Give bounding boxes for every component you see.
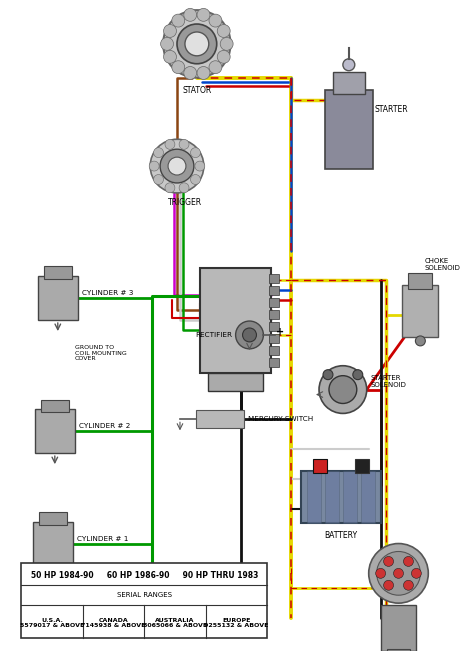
Circle shape (154, 174, 164, 185)
Text: GROUND TO
COIL MOUNTING
COVER: GROUND TO COIL MOUNTING COVER (75, 345, 127, 362)
Circle shape (179, 139, 189, 150)
Bar (325, 89, 373, 169)
Bar (269, 286, 279, 295)
Circle shape (184, 8, 197, 22)
Circle shape (164, 25, 176, 37)
Circle shape (185, 32, 209, 56)
Circle shape (197, 8, 210, 22)
Circle shape (403, 556, 413, 566)
Circle shape (353, 370, 363, 379)
Bar (355, 459, 369, 473)
Bar (200, 268, 271, 373)
Circle shape (177, 24, 217, 64)
Circle shape (149, 161, 159, 171)
Circle shape (164, 50, 176, 63)
Text: STARTER
SOLENOID: STARTER SOLENOID (371, 375, 407, 388)
Circle shape (163, 10, 231, 78)
Circle shape (243, 328, 256, 342)
Circle shape (179, 183, 189, 193)
Circle shape (217, 25, 230, 37)
Bar (21, 564, 267, 638)
Circle shape (411, 568, 421, 579)
Text: SERIAL RANGES: SERIAL RANGES (117, 592, 172, 598)
Bar (313, 459, 327, 473)
Bar (39, 512, 67, 524)
Bar (38, 276, 78, 320)
Text: MERCURY SWITCH: MERCURY SWITCH (247, 417, 313, 422)
Circle shape (161, 37, 173, 50)
Bar (402, 285, 438, 337)
Circle shape (191, 174, 201, 185)
Text: CANADA
7145938 & ABOVE: CANADA 7145938 & ABOVE (81, 618, 146, 628)
Bar (343, 471, 357, 522)
Text: RECTIFIER: RECTIFIER (195, 332, 232, 338)
Text: +: + (276, 327, 284, 337)
Text: TRIGGER: TRIGGER (168, 198, 202, 207)
Circle shape (217, 50, 230, 63)
Circle shape (150, 139, 204, 193)
Circle shape (172, 61, 185, 74)
Text: STATOR: STATOR (182, 86, 211, 95)
Circle shape (319, 366, 367, 413)
Circle shape (165, 183, 175, 193)
Circle shape (323, 370, 333, 379)
Circle shape (209, 61, 222, 74)
Bar (325, 471, 339, 522)
Circle shape (383, 556, 393, 566)
Circle shape (195, 161, 205, 171)
Bar (269, 334, 279, 343)
Text: CHOKE
SOLENOID: CHOKE SOLENOID (424, 259, 460, 272)
Circle shape (191, 148, 201, 157)
Bar (33, 522, 73, 565)
Bar (208, 373, 264, 390)
Text: CYLINDER # 1: CYLINDER # 1 (77, 535, 128, 541)
Bar (269, 274, 279, 283)
Bar (196, 411, 244, 428)
Circle shape (220, 37, 233, 50)
Text: U.S.A.
5579017 & ABOVE: U.S.A. 5579017 & ABOVE (20, 618, 84, 628)
Bar (361, 471, 374, 522)
Circle shape (184, 67, 197, 80)
Circle shape (168, 157, 186, 175)
Bar (41, 400, 69, 413)
Circle shape (236, 321, 264, 349)
Circle shape (393, 568, 403, 579)
Bar (35, 409, 75, 453)
Circle shape (343, 59, 355, 71)
Bar (333, 72, 365, 93)
Bar (409, 274, 432, 289)
Bar (387, 649, 410, 653)
Circle shape (165, 139, 175, 150)
Circle shape (160, 149, 194, 183)
Text: BATTERY: BATTERY (324, 531, 357, 539)
Bar (301, 471, 381, 522)
Text: CYLINDER # 2: CYLINDER # 2 (79, 423, 130, 429)
Bar (269, 298, 279, 307)
Circle shape (415, 336, 425, 346)
Circle shape (172, 14, 185, 27)
Bar (269, 310, 279, 319)
Circle shape (197, 67, 210, 80)
Bar (381, 605, 416, 651)
Circle shape (403, 581, 413, 590)
Circle shape (376, 568, 385, 579)
Bar (269, 346, 279, 355)
Circle shape (154, 148, 164, 157)
Bar (269, 358, 279, 367)
Text: EUROPE
9255132 & ABOVE: EUROPE 9255132 & ABOVE (204, 618, 269, 628)
Bar (269, 322, 279, 331)
Circle shape (383, 581, 393, 590)
Text: 50 HP 1984-90     60 HP 1986-90     90 HP THRU 1983: 50 HP 1984-90 60 HP 1986-90 90 HP THRU 1… (30, 571, 258, 580)
Circle shape (377, 552, 420, 595)
Circle shape (329, 375, 357, 404)
Text: STARTER: STARTER (374, 105, 408, 114)
Bar (44, 266, 72, 279)
Text: CYLINDER # 3: CYLINDER # 3 (82, 290, 133, 296)
Text: AUSTRALIA
8065066 & ABOVE: AUSTRALIA 8065066 & ABOVE (143, 618, 207, 628)
Circle shape (209, 14, 222, 27)
Bar (307, 471, 321, 522)
Circle shape (369, 543, 428, 603)
